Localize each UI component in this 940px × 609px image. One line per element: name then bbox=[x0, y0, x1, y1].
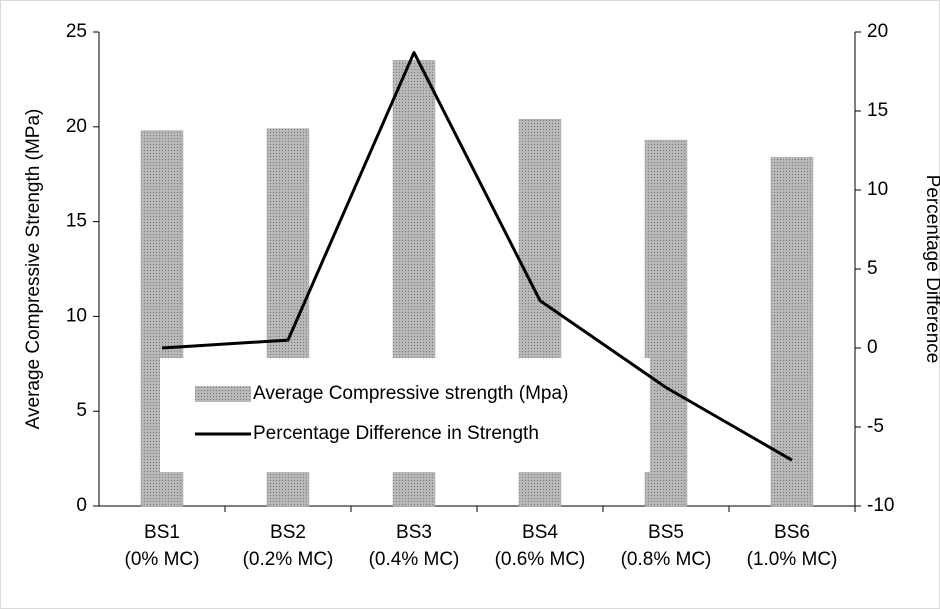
y2-tick-label: -10 bbox=[867, 495, 894, 516]
x-tick-label: (0.2% MC) bbox=[243, 549, 334, 570]
y2-tick-label: 0 bbox=[867, 337, 878, 358]
x-tick-label: (0.6% MC) bbox=[495, 549, 586, 570]
y-tick-label: 5 bbox=[76, 400, 87, 421]
x-tick-label: BS1 bbox=[144, 522, 180, 543]
line bbox=[161, 51, 793, 462]
y2-tick-label: 20 bbox=[867, 21, 888, 42]
x-tick-label: (1.0% MC) bbox=[747, 549, 838, 570]
y-tick-label: 10 bbox=[66, 305, 87, 326]
x-tick-label: BS3 bbox=[396, 522, 432, 543]
y-axis-label: Average Compressive Strength (MPa) bbox=[23, 109, 44, 430]
x-tick-label: (0.8% MC) bbox=[621, 549, 712, 570]
x-tick-label: BS4 bbox=[522, 522, 558, 543]
x-tick-label: BS2 bbox=[270, 522, 306, 543]
y2-tick-label: 10 bbox=[867, 179, 888, 200]
y2-tick-label: 5 bbox=[867, 258, 878, 279]
legend-label: Average Compressive strength (Mpa) bbox=[253, 383, 568, 404]
y-tick-label: 25 bbox=[66, 21, 87, 42]
y-tick-label: 0 bbox=[76, 495, 87, 516]
y2-tick-label: -5 bbox=[867, 416, 884, 437]
y2-tick-label: 15 bbox=[867, 100, 888, 121]
legend-label: Percentage Difference in Strength bbox=[253, 423, 539, 444]
legend-box bbox=[160, 358, 650, 472]
legend-swatch bbox=[195, 386, 251, 402]
bar bbox=[644, 139, 688, 507]
x-tick-label: (0% MC) bbox=[125, 549, 200, 570]
y2-axis-label: Percentage Difference bbox=[922, 175, 940, 364]
x-tick-label: (0.4% MC) bbox=[369, 549, 460, 570]
x-tick-label: BS6 bbox=[774, 522, 810, 543]
y-tick-label: 15 bbox=[66, 211, 87, 232]
bar bbox=[770, 156, 814, 507]
x-tick-label: BS5 bbox=[648, 522, 684, 543]
y-tick-label: 20 bbox=[66, 116, 87, 137]
